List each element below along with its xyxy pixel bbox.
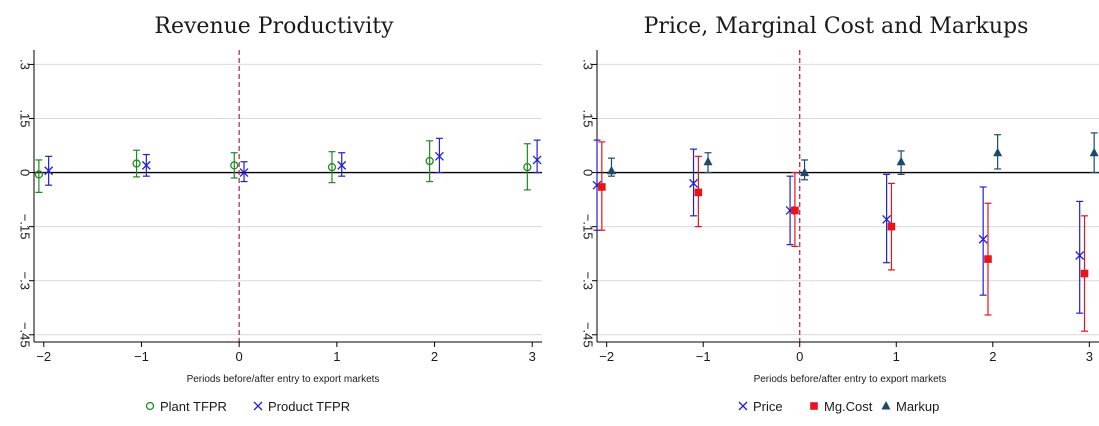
chart-title: Price, Marginal Cost and Markups xyxy=(644,14,1029,39)
legend-marker xyxy=(810,402,818,410)
y-tick-label: 0 xyxy=(18,169,33,176)
y-tick-label: .15 xyxy=(18,109,33,127)
y-tick-label: −.45 xyxy=(581,322,596,348)
y-tick-label: .3 xyxy=(581,59,596,70)
y-tick-label: −.45 xyxy=(18,322,33,348)
data-point xyxy=(689,178,698,188)
legend-marker xyxy=(881,401,891,410)
data-point xyxy=(434,151,444,161)
data-point xyxy=(800,167,810,177)
x-tick-label: 1 xyxy=(333,349,340,364)
x-tick-label: 1 xyxy=(893,349,900,364)
data-point xyxy=(606,165,616,175)
data-point xyxy=(44,166,54,176)
legend-marker xyxy=(145,401,155,411)
data-point xyxy=(598,183,606,191)
legend-label: Mg.Cost xyxy=(824,399,873,414)
x-tick-label: 0 xyxy=(236,349,243,364)
data-point xyxy=(1080,269,1089,278)
y-tick-label: .3 xyxy=(18,59,33,70)
data-point xyxy=(230,161,239,170)
x-tick-label: −1 xyxy=(134,349,149,364)
panel-price-marginal-cost-markups: Price, Marginal Cost and Markups Periods… xyxy=(581,14,1099,414)
data-point xyxy=(896,156,906,166)
data-point xyxy=(1075,251,1085,260)
y-tick-label: .15 xyxy=(581,109,596,127)
data-point xyxy=(887,222,896,231)
legend-label: Product TFPR xyxy=(268,399,350,414)
legend-label: Markup xyxy=(896,399,939,414)
data-point xyxy=(132,159,141,168)
data-point xyxy=(523,163,532,172)
y-tick-label: −.3 xyxy=(18,271,33,289)
x-tick-label: −2 xyxy=(36,349,51,364)
panel-revenue-productivity: Revenue Productivity Periods before/afte… xyxy=(18,14,542,414)
x-tick-label: −1 xyxy=(696,349,711,364)
legend-label: Price xyxy=(753,399,783,414)
data-point xyxy=(882,214,892,224)
legend-label: Plant TFPR xyxy=(160,399,227,414)
y-tick-label: 0 xyxy=(581,169,596,176)
y-tick-label: −.3 xyxy=(581,271,596,289)
data-point xyxy=(337,160,347,170)
x-tick-label: 0 xyxy=(796,349,803,364)
x-tick-label: −2 xyxy=(599,349,614,364)
data-point xyxy=(327,163,337,172)
x-tick-label: 3 xyxy=(1086,349,1093,364)
data-point xyxy=(993,147,1003,157)
x-axis-label: Periods before/after entry to export mar… xyxy=(187,374,380,385)
legend-marker xyxy=(738,401,748,411)
data-point xyxy=(141,160,151,170)
data-point xyxy=(703,156,713,166)
data-point xyxy=(791,206,799,215)
x-tick-label: 3 xyxy=(529,349,536,364)
y-tick-label: −.15 xyxy=(581,214,596,240)
data-point xyxy=(532,155,542,165)
data-point xyxy=(1089,147,1099,157)
data-point xyxy=(425,156,434,166)
chart-title: Revenue Productivity xyxy=(154,14,394,39)
legend-marker xyxy=(253,401,263,411)
x-axis-label: Periods before/after entry to export mar… xyxy=(754,374,947,385)
data-point xyxy=(34,170,44,179)
data-point xyxy=(239,168,249,178)
data-point xyxy=(694,188,703,197)
data-point xyxy=(978,234,988,244)
data-point xyxy=(984,255,992,263)
x-tick-label: 2 xyxy=(989,349,996,364)
x-tick-label: 2 xyxy=(431,349,438,364)
y-tick-label: −.15 xyxy=(18,214,33,240)
